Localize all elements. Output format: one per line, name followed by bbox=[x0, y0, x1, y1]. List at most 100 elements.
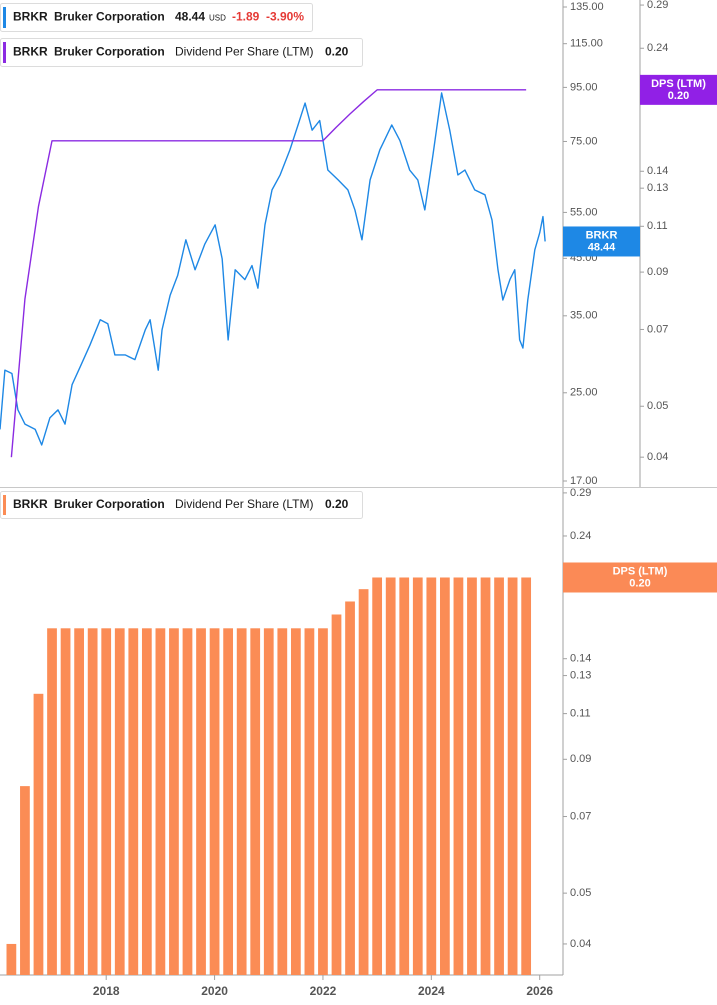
bar bbox=[277, 628, 288, 975]
badge-name: DPS (LTM) bbox=[651, 78, 706, 90]
bar bbox=[331, 614, 342, 975]
bar bbox=[290, 628, 301, 975]
bar bbox=[399, 577, 410, 975]
bar bbox=[507, 577, 518, 975]
badge-box bbox=[563, 562, 717, 593]
bar bbox=[439, 577, 450, 975]
y-tick-label: 0.07 bbox=[647, 323, 668, 335]
y-tick-label: 17.00 bbox=[570, 475, 598, 487]
legend-change: -1.89 bbox=[232, 10, 260, 24]
legend-company: Bruker Corporation bbox=[54, 10, 165, 24]
y-tick-label: 0.14 bbox=[647, 165, 668, 177]
legend-box bbox=[0, 491, 363, 519]
bar bbox=[345, 601, 355, 975]
bar bbox=[223, 628, 234, 975]
bar bbox=[87, 628, 98, 975]
bar bbox=[114, 628, 125, 975]
bar bbox=[385, 577, 396, 975]
legend-currency: USD bbox=[209, 14, 226, 23]
bar bbox=[372, 577, 383, 975]
last-value-badge: DPS (LTM)0.20 bbox=[640, 74, 717, 105]
legend-metric: Dividend Per Share (LTM) bbox=[175, 497, 314, 511]
y-tick-label: 0.24 bbox=[570, 530, 591, 542]
bar bbox=[20, 786, 30, 975]
bar bbox=[141, 628, 152, 975]
plot-layer: 135.00115.0095.0075.0055.0045.0035.0025.… bbox=[0, 0, 668, 998]
badge-value: 48.44 bbox=[588, 241, 616, 253]
bar bbox=[304, 628, 315, 975]
bar bbox=[318, 628, 328, 975]
legend-company: Bruker Corporation bbox=[54, 497, 165, 511]
y-tick-label: 135.00 bbox=[570, 1, 604, 13]
legend-box bbox=[0, 38, 363, 67]
bar bbox=[453, 577, 464, 975]
legend-ticker: BRKR bbox=[13, 497, 48, 511]
x-tick-label: 2024 bbox=[418, 984, 445, 998]
badge-box bbox=[640, 74, 717, 105]
bar bbox=[209, 628, 220, 975]
y-tick-label: 0.05 bbox=[647, 400, 668, 412]
badge-value: 0.20 bbox=[629, 577, 650, 589]
legend-item[interactable]: BRKR Bruker Corporation Dividend Per Sha… bbox=[0, 491, 363, 519]
legend-box bbox=[0, 3, 313, 32]
legend-item[interactable]: BRKR Bruker Corporation 48.44 USD -1.89 … bbox=[0, 3, 313, 32]
bar bbox=[263, 628, 274, 975]
legend-ticker: BRKR bbox=[13, 10, 48, 24]
legend-value: 0.20 bbox=[325, 497, 349, 511]
y-tick-label: 0.09 bbox=[647, 266, 668, 278]
bar bbox=[236, 628, 247, 975]
bar bbox=[412, 577, 423, 975]
legend-company: Bruker Corporation bbox=[54, 45, 165, 59]
legend-change-pct: -3.90% bbox=[266, 10, 304, 24]
y-tick-label: 35.00 bbox=[570, 310, 598, 322]
legend-metric: Dividend Per Share (LTM) bbox=[175, 45, 314, 59]
bar bbox=[182, 628, 193, 975]
y-tick-label: 0.11 bbox=[647, 220, 668, 232]
y-tick-label: 75.00 bbox=[570, 135, 598, 147]
legend-value: 0.20 bbox=[325, 45, 349, 59]
bar bbox=[521, 577, 532, 975]
bar bbox=[494, 577, 504, 975]
line bbox=[0, 92, 546, 446]
legend-swatch bbox=[3, 7, 6, 28]
badge-name: BRKR bbox=[586, 229, 618, 241]
y-tick-label: 0.24 bbox=[647, 42, 668, 54]
y-tick-label: 0.07 bbox=[570, 810, 591, 822]
bar bbox=[250, 628, 261, 975]
bar bbox=[74, 628, 84, 975]
y-tick-label: 0.09 bbox=[570, 753, 591, 765]
bar bbox=[101, 628, 112, 975]
legend-swatch bbox=[3, 42, 6, 63]
x-tick-label: 2018 bbox=[93, 984, 120, 998]
y-tick-label: 0.11 bbox=[570, 708, 591, 720]
x-tick-label: 2026 bbox=[526, 984, 553, 998]
bar bbox=[426, 577, 437, 975]
bar bbox=[467, 577, 477, 975]
y-tick-label: 0.14 bbox=[570, 653, 591, 665]
y-tick-label: 115.00 bbox=[570, 38, 603, 50]
legend-swatch bbox=[3, 495, 6, 515]
y-tick-label: 0.29 bbox=[647, 0, 668, 11]
bar bbox=[60, 628, 71, 975]
y-tick-label: 0.29 bbox=[570, 487, 591, 499]
bar bbox=[128, 628, 139, 975]
y-tick-label: 0.13 bbox=[647, 182, 668, 194]
x-tick-label: 2022 bbox=[310, 984, 337, 998]
last-value-badge: DPS (LTM)0.20 bbox=[563, 562, 717, 593]
bar bbox=[358, 589, 369, 975]
bar bbox=[155, 628, 166, 975]
y-tick-label: 0.04 bbox=[570, 938, 591, 950]
bar bbox=[169, 628, 179, 975]
badge-value: 0.20 bbox=[668, 90, 689, 102]
y-tick-label: 0.05 bbox=[570, 887, 591, 899]
x-tick-label: 2020 bbox=[201, 984, 228, 998]
legend-item[interactable]: BRKR Bruker Corporation Dividend Per Sha… bbox=[0, 38, 363, 67]
y-tick-label: 0.04 bbox=[647, 451, 668, 463]
y-tick-label: 0.13 bbox=[570, 669, 591, 681]
y-tick-label: 95.00 bbox=[570, 81, 598, 93]
bar bbox=[480, 577, 491, 975]
line bbox=[10, 89, 527, 458]
y-tick-label: 25.00 bbox=[570, 387, 598, 399]
